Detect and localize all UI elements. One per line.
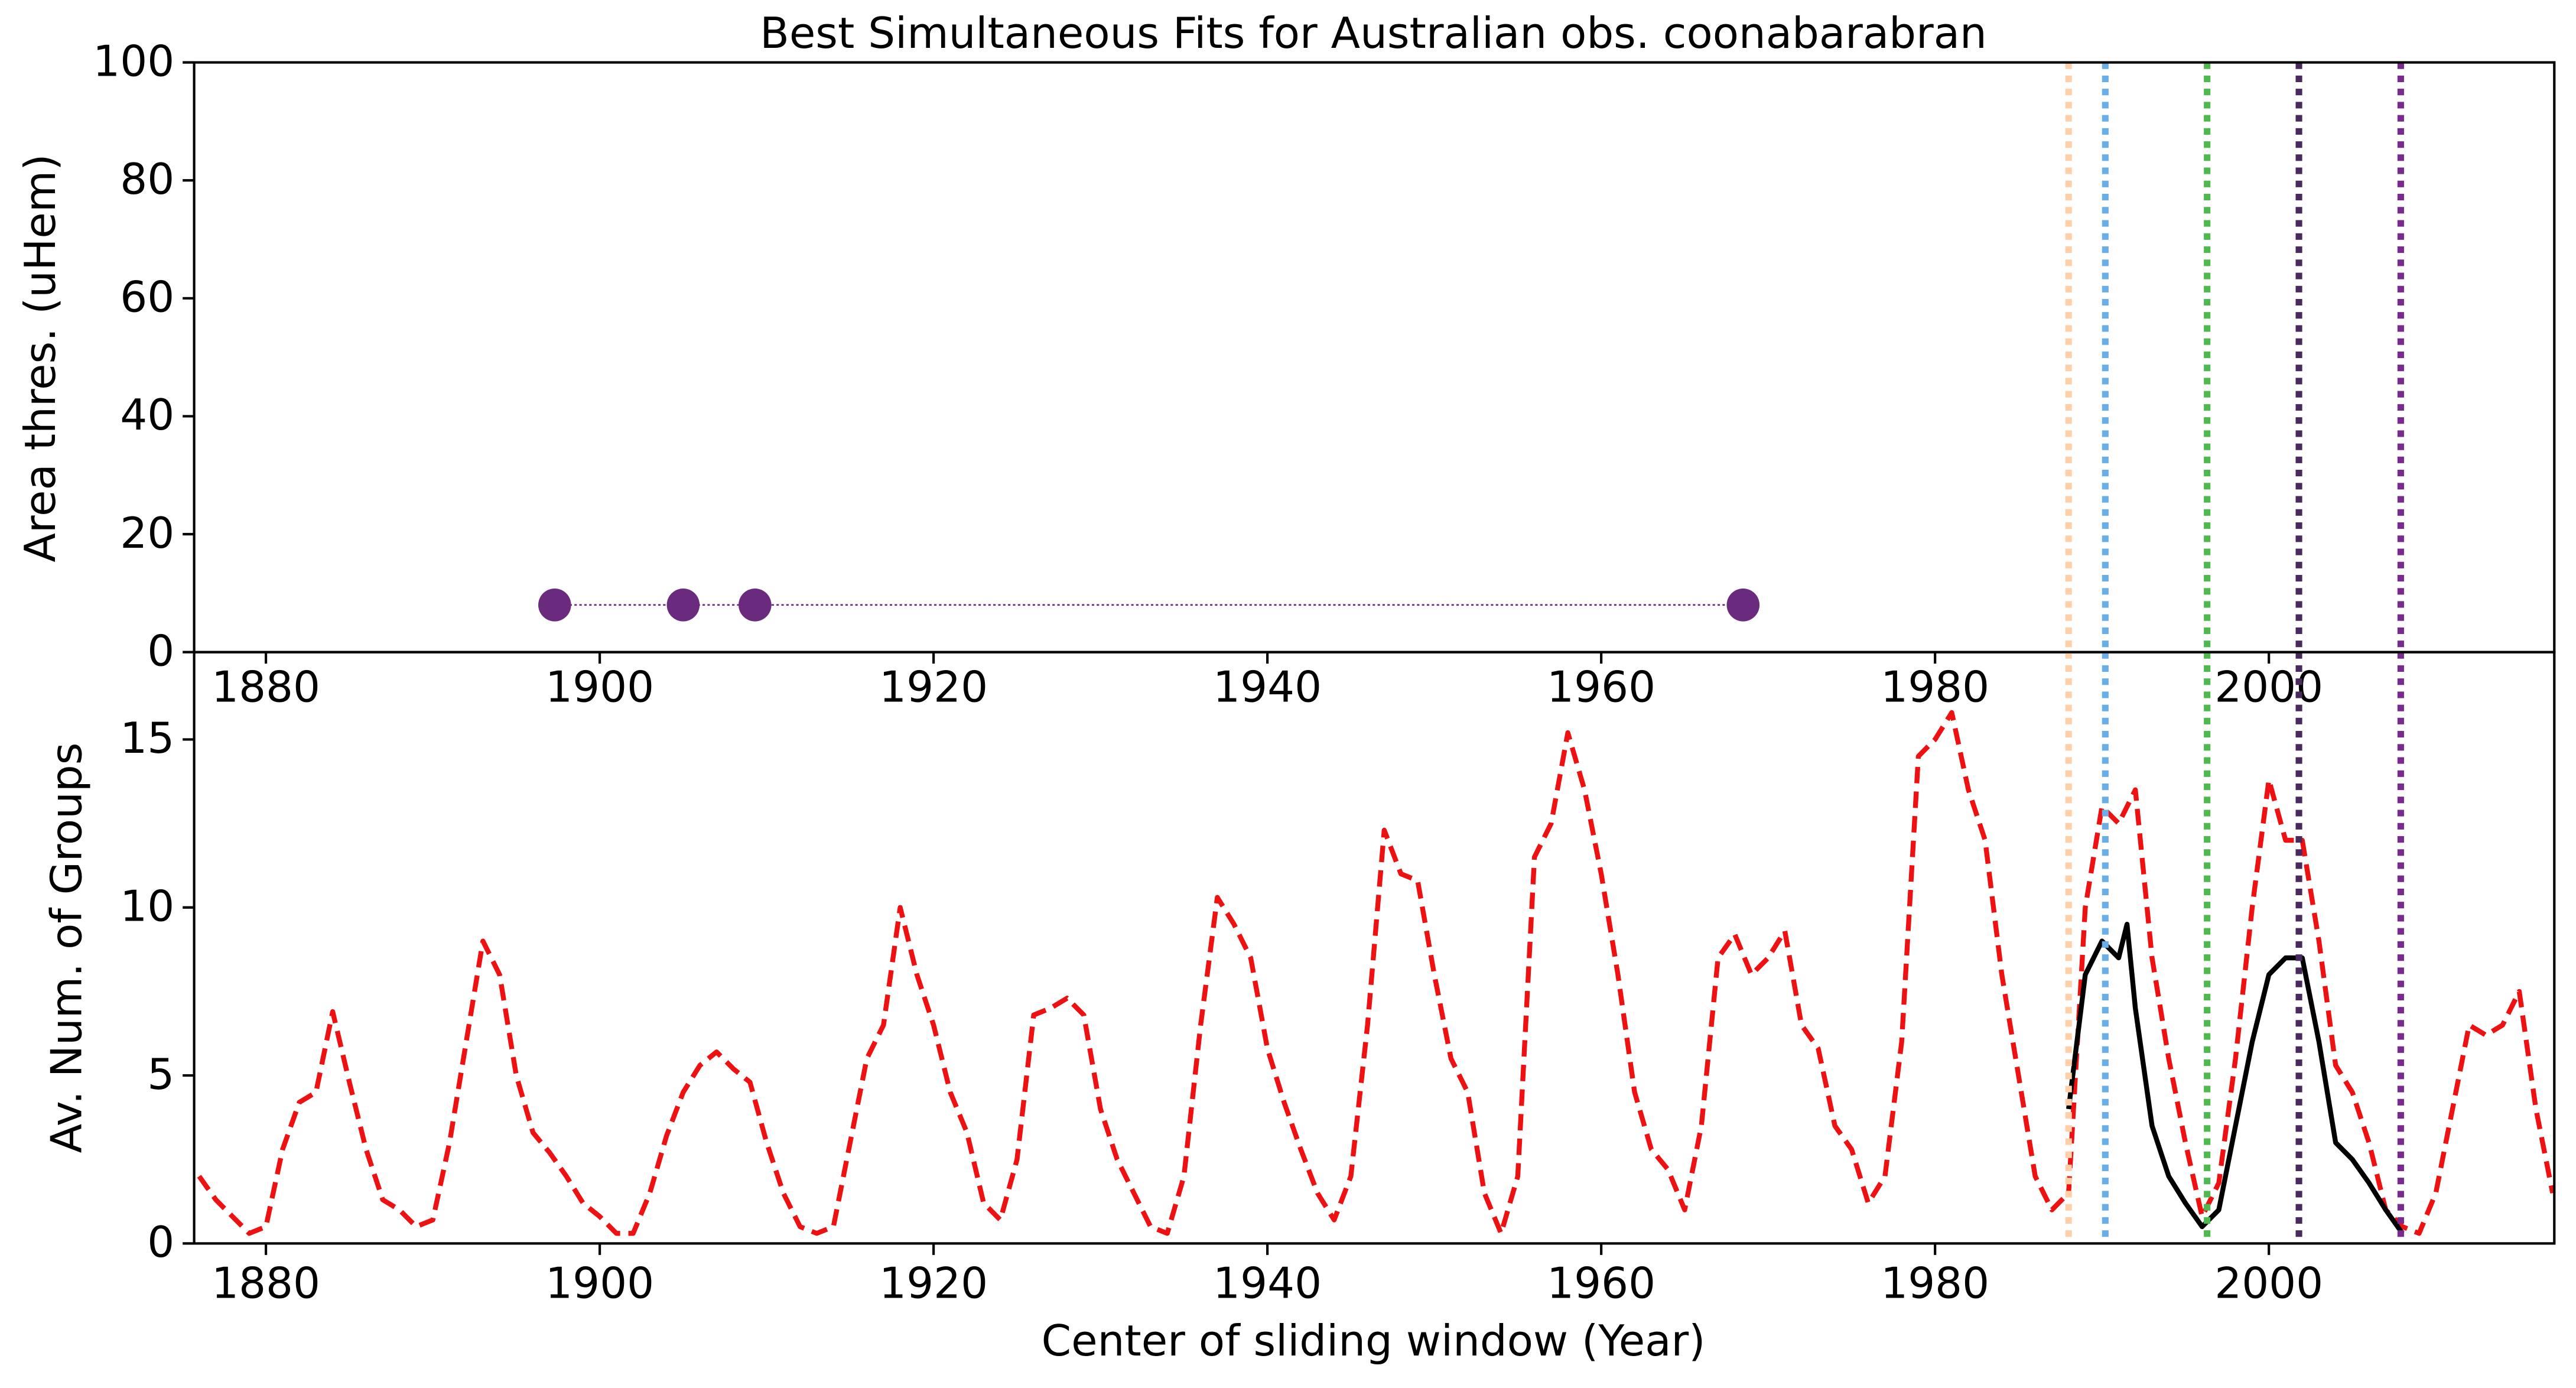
y-axis-label: Area thres. (uHem) xyxy=(16,154,66,563)
x-axis-label: Center of sliding window (Year) xyxy=(1042,1317,1706,1366)
x-tick-label: 1920 xyxy=(879,663,988,713)
x-tick-label: 2000 xyxy=(2214,663,2323,713)
x-tick-label: 1960 xyxy=(1547,1259,1655,1309)
y-tick-label: 60 xyxy=(120,273,174,323)
point xyxy=(666,588,700,622)
y-tick-label: 5 xyxy=(147,1050,174,1100)
data-line xyxy=(2066,922,2405,1235)
x-tick-label: 1920 xyxy=(879,1259,988,1309)
x-tick-label: 1980 xyxy=(1881,1259,1989,1309)
point xyxy=(739,588,772,622)
x-tick-label: 1900 xyxy=(545,1259,654,1309)
y-tick-label: 20 xyxy=(120,509,174,558)
y-tick-label: 10 xyxy=(120,882,174,932)
data-line xyxy=(197,710,2555,1236)
chart-title: Best Simultaneous Fits for Australian ob… xyxy=(760,9,1987,58)
point xyxy=(538,588,571,622)
y-tick-label: 40 xyxy=(120,391,174,440)
y-axis-label: Av. Num. of Groups xyxy=(42,743,92,1153)
x-tick-label: 1940 xyxy=(1213,1259,1322,1309)
point xyxy=(1726,588,1760,622)
x-tick-label: 2000 xyxy=(2214,1259,2323,1309)
y-tick-label: 100 xyxy=(93,37,174,86)
x-tick-label: 1880 xyxy=(212,1259,320,1309)
x-tick-label: 1940 xyxy=(1213,663,1322,713)
y-tick-label: 80 xyxy=(120,155,174,204)
y-tick-label: 0 xyxy=(147,1218,174,1267)
x-tick-label: 1900 xyxy=(545,663,654,713)
x-tick-label: 1980 xyxy=(1881,663,1989,713)
x-tick-label: 1880 xyxy=(212,663,320,713)
y-tick-label: 15 xyxy=(120,714,174,763)
plot-frame xyxy=(193,651,2556,1245)
y-tick-label: 0 xyxy=(147,626,174,676)
x-tick-label: 1960 xyxy=(1547,663,1655,713)
